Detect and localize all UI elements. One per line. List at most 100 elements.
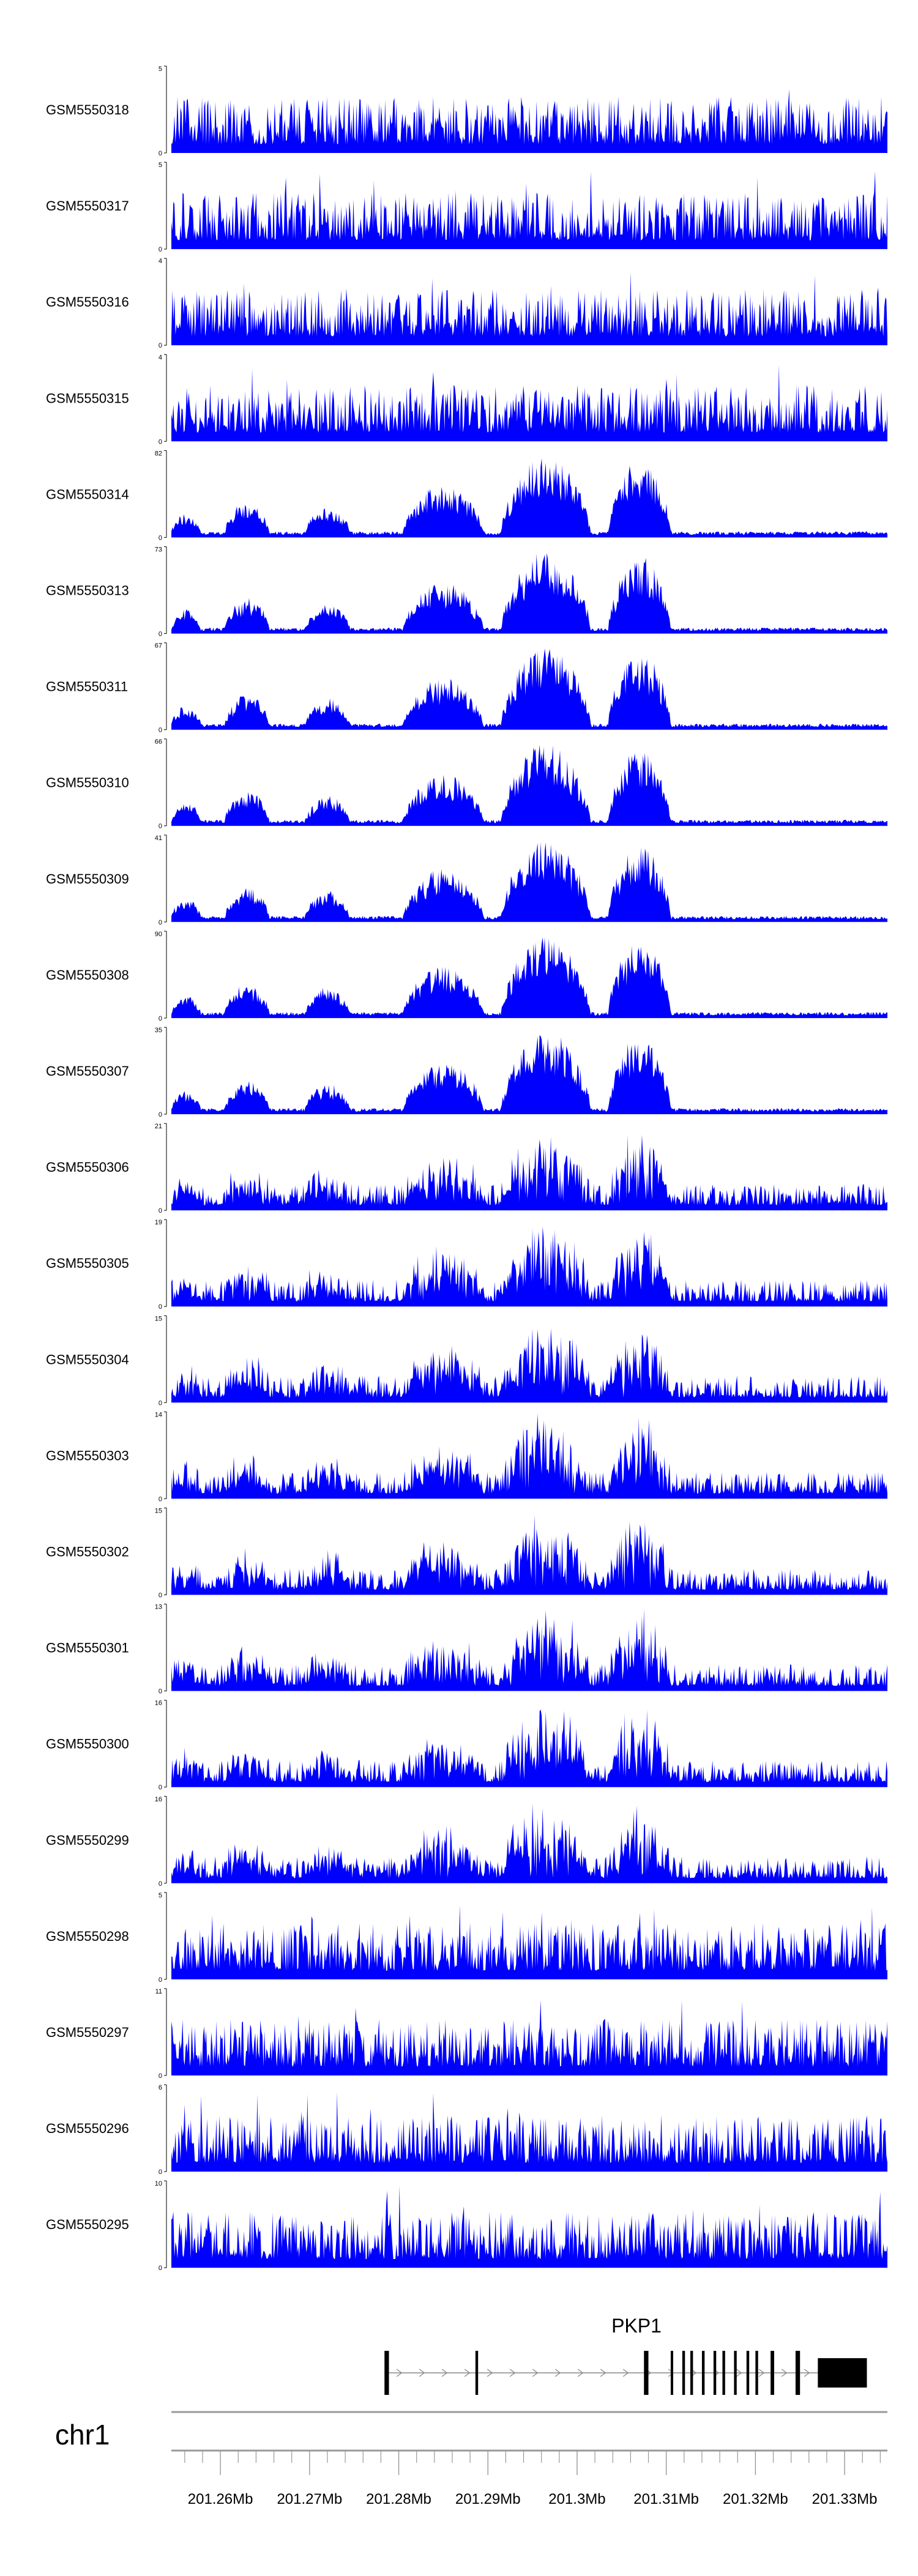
track-label: GSM5550307 bbox=[46, 1063, 129, 1079]
y-max-label: 21 bbox=[155, 1123, 162, 1130]
x-tick-label: 201.29Mb bbox=[455, 2491, 521, 2507]
coverage-area bbox=[171, 364, 887, 442]
track-GSM5550310: GSM5550310 66 0 bbox=[46, 739, 887, 830]
y-max-label: 11 bbox=[155, 1988, 162, 1995]
track-GSM5550318: GSM5550318 5 0 bbox=[46, 65, 887, 157]
gene-label: PKP1 bbox=[611, 2315, 662, 2337]
exon bbox=[644, 2351, 649, 2395]
x-tick-label: 201.26Mb bbox=[188, 2491, 253, 2507]
exon bbox=[713, 2351, 717, 2395]
y-min-label: 0 bbox=[159, 727, 162, 734]
y-min-label: 0 bbox=[159, 534, 162, 542]
track-label: GSM5550313 bbox=[46, 583, 129, 598]
exon bbox=[384, 2351, 389, 2395]
track-GSM5550300: GSM5550300 16 0 bbox=[46, 1700, 887, 1792]
coverage-area bbox=[171, 89, 887, 153]
x-tick-label: 201.31Mb bbox=[633, 2491, 699, 2507]
y-min-label: 0 bbox=[159, 631, 162, 638]
track-GSM5550315: GSM5550315 4 0 bbox=[46, 354, 887, 445]
coverage-area bbox=[171, 842, 887, 922]
y-max-label: 19 bbox=[155, 1219, 162, 1226]
track-label: GSM5550306 bbox=[46, 1160, 129, 1175]
y-min-label: 0 bbox=[159, 1592, 162, 1599]
coverage-area bbox=[171, 745, 887, 826]
y-max-label: 6 bbox=[159, 2084, 162, 2091]
exon bbox=[734, 2351, 737, 2395]
strand-arrow bbox=[668, 2369, 674, 2377]
y-min-label: 0 bbox=[159, 1880, 162, 1888]
x-tick-label: 201.33Mb bbox=[812, 2491, 878, 2507]
track-GSM5550299: GSM5550299 16 0 bbox=[46, 1796, 887, 1888]
y-min-label: 0 bbox=[159, 2265, 162, 2272]
track-GSM5550295: GSM5550295 10 0 bbox=[46, 2180, 887, 2272]
track-label: GSM5550318 bbox=[46, 102, 129, 117]
track-GSM5550316: GSM5550316 4 0 bbox=[46, 258, 887, 349]
coverage-area bbox=[171, 272, 887, 346]
strand-arrow bbox=[600, 2369, 606, 2377]
y-min-label: 0 bbox=[159, 1399, 162, 1407]
coverage-area bbox=[171, 2092, 887, 2172]
y-max-label: 16 bbox=[155, 1796, 162, 1803]
coverage-area bbox=[171, 2000, 887, 2075]
track-GSM5550317: GSM5550317 5 0 bbox=[46, 162, 887, 253]
coverage-area bbox=[171, 1905, 887, 1979]
track-label: GSM5550300 bbox=[46, 1737, 129, 1752]
track-GSM5550304: GSM5550304 15 0 bbox=[46, 1315, 887, 1407]
exon bbox=[682, 2351, 685, 2395]
strand-arrow bbox=[441, 2369, 448, 2377]
y-max-label: 10 bbox=[155, 2180, 162, 2187]
track-label: GSM5550305 bbox=[46, 1256, 129, 1271]
y-max-label: 16 bbox=[155, 1700, 162, 1707]
track-GSM5550296: GSM5550296 6 0 bbox=[46, 2084, 887, 2176]
track-label: GSM5550303 bbox=[46, 1448, 129, 1463]
strand-arrow bbox=[532, 2369, 539, 2377]
x-tick-label: 201.27Mb bbox=[277, 2491, 342, 2507]
y-max-label: 15 bbox=[155, 1508, 162, 1515]
strand-arrow bbox=[736, 2369, 742, 2377]
y-max-label: 5 bbox=[159, 65, 162, 73]
strand-arrow bbox=[781, 2369, 788, 2377]
y-min-label: 0 bbox=[159, 342, 162, 349]
coverage-area bbox=[171, 648, 887, 730]
y-min-label: 0 bbox=[159, 919, 162, 926]
exon bbox=[722, 2351, 725, 2395]
exon bbox=[701, 2351, 705, 2395]
y-min-label: 0 bbox=[159, 2168, 162, 2176]
y-max-label: 82 bbox=[155, 450, 162, 457]
y-max-label: 41 bbox=[155, 835, 162, 842]
y-min-label: 0 bbox=[159, 150, 162, 157]
y-min-label: 0 bbox=[159, 246, 162, 253]
track-label: GSM5550314 bbox=[46, 486, 129, 502]
track-GSM5550313: GSM5550313 73 0 bbox=[46, 546, 887, 638]
y-min-label: 0 bbox=[159, 1688, 162, 1696]
coverage-tracks: GSM555031850GSM555031750GSM555031640GSM5… bbox=[46, 65, 887, 2272]
strand-arrow bbox=[509, 2369, 516, 2377]
strand-arrow bbox=[622, 2369, 629, 2377]
coverage-area bbox=[171, 458, 887, 538]
coverage-area bbox=[171, 553, 887, 634]
track-label: GSM5550310 bbox=[46, 775, 129, 791]
y-min-label: 0 bbox=[159, 1207, 162, 1215]
track-label: GSM5550304 bbox=[46, 1352, 129, 1367]
y-max-label: 67 bbox=[155, 642, 162, 650]
track-label: GSM5550315 bbox=[46, 390, 129, 406]
track-label: GSM5550308 bbox=[46, 967, 129, 983]
track-label: GSM5550301 bbox=[46, 1640, 129, 1656]
track-label: GSM5550299 bbox=[46, 1833, 129, 1848]
y-min-label: 0 bbox=[159, 1015, 162, 1022]
y-max-label: 73 bbox=[155, 546, 162, 554]
genome-axis: chr1 201.26Mb 201.27Mb 201.28Mb 201.29Mb 201… bbox=[55, 2411, 887, 2507]
track-label: GSM5550316 bbox=[46, 294, 129, 310]
track-label: GSM5550295 bbox=[46, 2217, 129, 2232]
track-GSM5550301: GSM5550301 13 0 bbox=[46, 1604, 887, 1696]
y-max-label: 35 bbox=[155, 1027, 162, 1034]
strand-arrow bbox=[758, 2369, 765, 2377]
y-min-label: 0 bbox=[159, 1111, 162, 1119]
coverage-area bbox=[171, 1226, 887, 1307]
exon bbox=[475, 2351, 479, 2395]
track-label: GSM5550296 bbox=[46, 2121, 129, 2136]
y-max-label: 15 bbox=[155, 1315, 162, 1322]
coverage-area bbox=[171, 1709, 887, 1787]
coverage-area bbox=[171, 1609, 887, 1691]
